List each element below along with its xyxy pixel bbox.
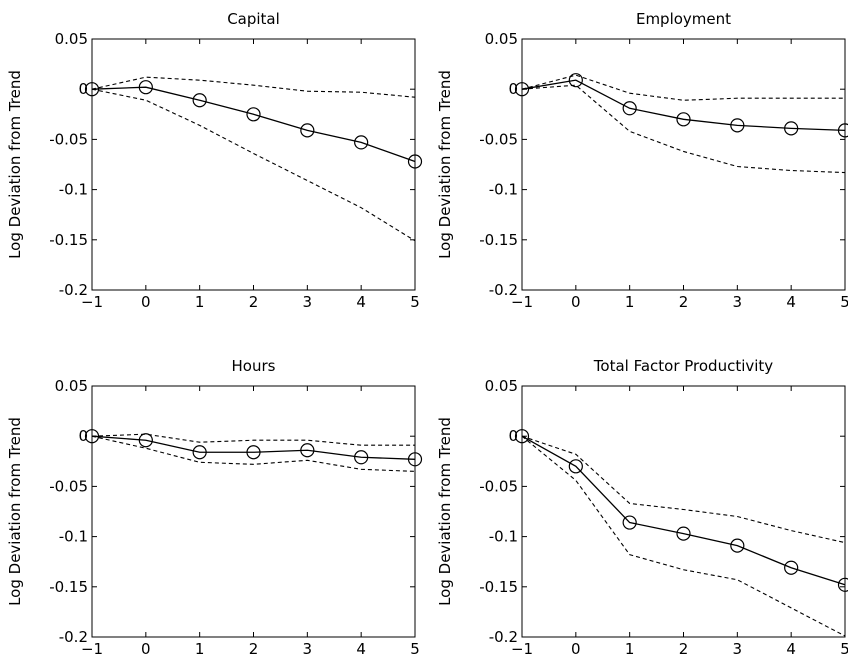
y-tick-label: -0.15 bbox=[49, 231, 88, 249]
x-tick-label: 1 bbox=[625, 640, 635, 658]
y-axis-label: Log Deviation from Trend bbox=[436, 70, 454, 259]
y-tick-label: -0.2 bbox=[489, 628, 518, 646]
y-tick-label: -0.15 bbox=[479, 231, 518, 249]
x-tick-label: 4 bbox=[786, 640, 796, 658]
x-tick-label: 0 bbox=[141, 293, 151, 311]
x-tick-label: 1 bbox=[195, 293, 205, 311]
series-line bbox=[92, 436, 415, 459]
y-tick-label: 0 bbox=[78, 80, 88, 98]
y-tick-label: -0.1 bbox=[489, 528, 518, 546]
x-tick-label: 2 bbox=[679, 640, 689, 658]
y-tick-label: 0.05 bbox=[485, 377, 518, 395]
series-line bbox=[92, 87, 415, 161]
chart-title: Total Factor Productivity bbox=[593, 357, 774, 375]
chart-panel-3: Total Factor Productivity Log Deviation f… bbox=[436, 357, 848, 658]
y-tick-label: 0 bbox=[508, 427, 518, 445]
x-tick-label: 5 bbox=[410, 293, 420, 311]
chart-title: Employment bbox=[636, 10, 731, 28]
x-tick-label: 1 bbox=[625, 293, 635, 311]
x-tick-label: 2 bbox=[249, 640, 259, 658]
x-tick-label: 4 bbox=[786, 293, 796, 311]
y-tick-label: -0.1 bbox=[489, 181, 518, 199]
x-tick-label: 5 bbox=[840, 293, 848, 311]
confidence-band-line bbox=[92, 89, 415, 241]
y-tick-label: -0.2 bbox=[59, 281, 88, 299]
y-tick-label: -0.15 bbox=[49, 578, 88, 596]
series-line bbox=[522, 80, 845, 130]
x-tick-label: 3 bbox=[733, 640, 743, 658]
x-tick-label: 4 bbox=[356, 293, 366, 311]
y-axis-label: Log Deviation from Trend bbox=[436, 417, 454, 606]
x-tick-label: 0 bbox=[571, 293, 581, 311]
y-tick-label: -0.1 bbox=[59, 528, 88, 546]
x-tick-label: 3 bbox=[303, 293, 313, 311]
y-axis-label: Log Deviation from Trend bbox=[6, 417, 24, 606]
y-tick-label: -0.15 bbox=[479, 578, 518, 596]
x-tick-label: 0 bbox=[141, 640, 151, 658]
y-tick-label: -0.05 bbox=[49, 130, 88, 148]
plot-frame bbox=[92, 39, 415, 290]
plot-frame bbox=[92, 386, 415, 637]
x-tick-label: 2 bbox=[249, 293, 259, 311]
x-tick-label: 0 bbox=[571, 640, 581, 658]
y-tick-label: 0.05 bbox=[55, 30, 88, 48]
y-tick-label: -0.05 bbox=[479, 130, 518, 148]
y-tick-label: -0.05 bbox=[49, 477, 88, 495]
series-line bbox=[522, 436, 845, 585]
x-tick-label: 5 bbox=[840, 640, 848, 658]
y-tick-label: -0.1 bbox=[59, 181, 88, 199]
x-tick-label: 2 bbox=[679, 293, 689, 311]
y-tick-label: -0.05 bbox=[479, 477, 518, 495]
y-tick-label: 0.05 bbox=[485, 30, 518, 48]
x-tick-label: 4 bbox=[356, 640, 366, 658]
y-tick-label: -0.2 bbox=[489, 281, 518, 299]
confidence-band-line bbox=[522, 75, 845, 100]
x-tick-label: 3 bbox=[303, 640, 313, 658]
x-tick-label: 1 bbox=[195, 640, 205, 658]
y-tick-label: 0 bbox=[78, 427, 88, 445]
x-tick-label: 5 bbox=[410, 640, 420, 658]
y-tick-label: -0.2 bbox=[59, 628, 88, 646]
y-tick-label: 0 bbox=[508, 80, 518, 98]
x-tick-label: 3 bbox=[733, 293, 743, 311]
plot-frame bbox=[522, 386, 845, 637]
y-axis-label: Log Deviation from Trend bbox=[6, 70, 24, 259]
chart-title: Capital bbox=[227, 10, 280, 28]
chart-title: Hours bbox=[232, 357, 276, 375]
confidence-band-line bbox=[522, 436, 845, 636]
y-tick-label: 0.05 bbox=[55, 377, 88, 395]
